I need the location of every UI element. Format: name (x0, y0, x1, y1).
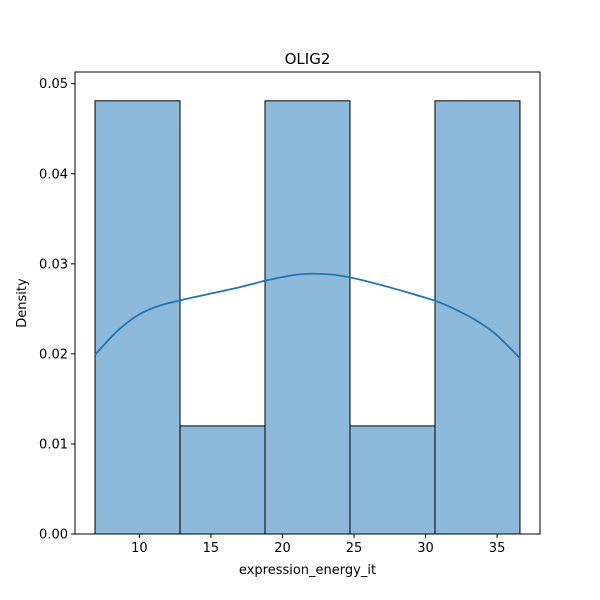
x-tick-label: 15 (203, 541, 220, 556)
bars-layer (94, 100, 521, 535)
x-tick-label: 25 (346, 541, 363, 556)
y-tick-label: 0.05 (39, 77, 68, 92)
x-tick-label: 30 (417, 541, 434, 556)
y-axis-ticks: 0.00 0.01 0.02 0.03 0.04 0.05 (39, 77, 75, 543)
y-tick-label: 0.00 (39, 528, 68, 543)
plot-frame (74, 71, 541, 535)
chart-title: OLIG2 (285, 50, 331, 68)
kde-line (94, 272, 521, 360)
histogram-bar-3 (264, 100, 351, 535)
y-tick-label: 0.01 (39, 437, 68, 452)
y-tick-label: 0.04 (39, 167, 68, 182)
x-tick-label: 35 (489, 541, 506, 556)
y-tick-label: 0.03 (39, 257, 68, 272)
y-axis-label: Density (15, 278, 30, 328)
kde-layer (94, 272, 521, 360)
histogram-bar-1 (94, 100, 181, 535)
histogram-bar-2 (179, 425, 266, 535)
histogram-bar-5 (434, 100, 521, 535)
x-tick-label: 10 (131, 541, 148, 556)
x-axis-label: expression_energy_it (239, 563, 376, 578)
histogram-bar-4 (349, 425, 436, 535)
y-tick-label: 0.02 (39, 347, 68, 362)
x-tick-label: 20 (274, 541, 291, 556)
x-axis-ticks: 10 15 20 25 30 35 (131, 534, 505, 556)
